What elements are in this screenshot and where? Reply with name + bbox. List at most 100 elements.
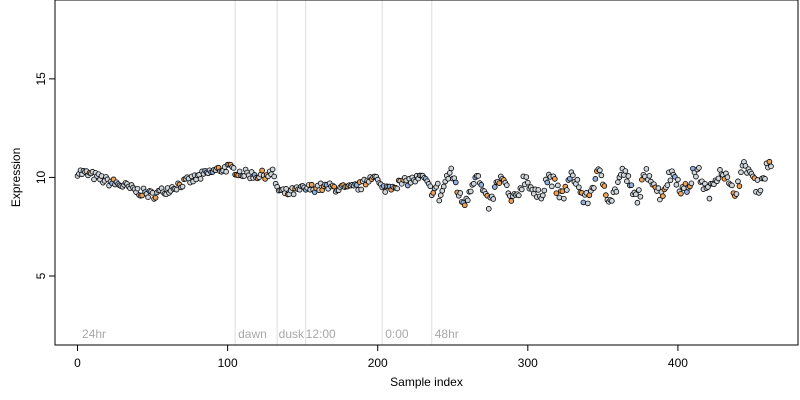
x-tick-label: 300: [518, 356, 538, 370]
data-point: [478, 182, 485, 188]
region-label: 0:00: [385, 327, 409, 341]
data-point: [308, 181, 315, 188]
data-point: [693, 173, 699, 180]
data-point: [271, 173, 277, 180]
data-point: [496, 180, 503, 186]
data-point: [91, 176, 97, 183]
data-point: [230, 165, 237, 171]
data-point: [470, 180, 477, 187]
data-point: [149, 190, 156, 196]
data-point: [633, 191, 639, 197]
data-point: [491, 184, 498, 190]
data-point: [715, 175, 722, 182]
region-labels: 24hr dawn dusk 12:00 0:00 48hr: [82, 327, 459, 341]
data-point: [259, 167, 265, 174]
data-point: [437, 192, 444, 199]
data-point: [682, 181, 689, 187]
data-point: [609, 198, 615, 204]
data-point: [552, 176, 558, 182]
data-point: [643, 166, 650, 172]
data-point: [567, 175, 573, 182]
data-point: [457, 190, 464, 196]
data-point: [134, 185, 141, 192]
data-point: [628, 182, 635, 188]
data-point: [452, 179, 459, 186]
data-point: [461, 202, 468, 209]
data-point: [592, 176, 599, 182]
data-point: [197, 176, 204, 182]
region-label: 24hr: [82, 327, 106, 341]
data-point: [559, 188, 566, 195]
data-point: [145, 194, 151, 201]
data-point: [475, 173, 482, 179]
x-axis-title: Sample index: [390, 375, 463, 389]
data-point: [152, 194, 159, 201]
region-label: dusk: [279, 327, 305, 341]
y-tick-label: 15: [34, 72, 48, 86]
data-point: [754, 177, 761, 183]
data-point: [724, 174, 731, 180]
data-point: [655, 185, 662, 191]
data-point: [768, 163, 774, 170]
data-point: [448, 165, 455, 172]
data-point: [540, 192, 546, 199]
data-point: [696, 165, 702, 171]
data-point: [706, 195, 713, 202]
data-point: [762, 176, 768, 182]
data-point: [561, 195, 567, 202]
data-point: [549, 183, 555, 190]
data-point: [464, 197, 471, 204]
region-label: 12:00: [306, 327, 336, 341]
data-point: [555, 182, 561, 189]
data-point: [553, 190, 560, 196]
data-point: [736, 183, 743, 189]
data-point: [688, 180, 695, 187]
x-axis: 0 100 200 300 400: [74, 344, 688, 370]
data-point: [601, 183, 608, 189]
data-point: [625, 173, 632, 179]
region-label: 48hr: [435, 327, 459, 341]
region-label: dawn: [238, 327, 267, 341]
data-point: [667, 177, 674, 184]
data-point: [576, 184, 582, 191]
data-point: [485, 206, 492, 212]
data-point: [440, 183, 447, 190]
x-tick-label: 200: [368, 356, 388, 370]
data-point: [269, 166, 276, 173]
y-tick-label: 5: [34, 272, 48, 279]
x-tick-label: 0: [74, 356, 81, 370]
y-axis-title: Expression: [9, 148, 23, 207]
x-tick-label: 100: [218, 356, 238, 370]
data-point: [757, 187, 764, 194]
data-point: [766, 158, 773, 165]
data-point: [664, 182, 671, 188]
data-point: [598, 172, 605, 179]
data-point: [733, 191, 740, 197]
data-point: [580, 199, 587, 206]
data-point: [436, 197, 443, 204]
data-point: [382, 189, 389, 195]
data-point: [504, 182, 510, 188]
data-point: [331, 183, 337, 190]
data-point: [675, 176, 681, 183]
data-point: [735, 178, 741, 185]
data-point: [223, 168, 229, 175]
data-point: [98, 173, 105, 179]
data-point: [490, 196, 497, 202]
divider-lines: [234, 0, 433, 345]
data-point: [637, 193, 644, 200]
data-point: [574, 176, 581, 183]
data-point: [556, 194, 563, 201]
data-point: [535, 187, 542, 193]
data-point: [615, 179, 621, 185]
y-axis: 5 10 15: [34, 72, 56, 279]
data-point: [673, 181, 680, 188]
data-point: [678, 190, 684, 197]
data-point: [586, 192, 593, 199]
data-point: [394, 185, 401, 192]
data-point: [445, 175, 452, 182]
data-point: [570, 172, 576, 179]
data-point: [508, 198, 515, 204]
